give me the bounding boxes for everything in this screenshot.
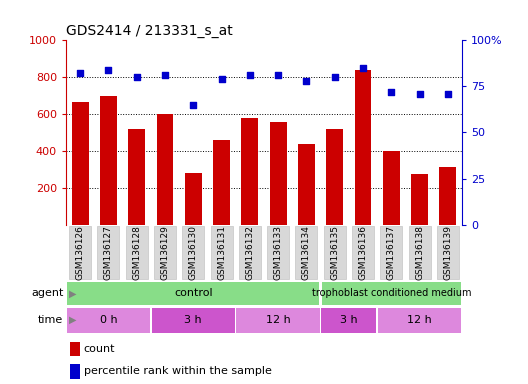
- Bar: [322, 281, 461, 305]
- Bar: [270, 122, 287, 225]
- Text: GSM136129: GSM136129: [161, 225, 169, 280]
- FancyBboxPatch shape: [409, 226, 431, 279]
- Text: agent: agent: [31, 288, 63, 298]
- Point: [359, 65, 367, 71]
- Bar: [439, 167, 456, 225]
- Text: control: control: [174, 288, 213, 298]
- Point: [218, 76, 226, 82]
- Bar: [100, 96, 117, 225]
- Text: GSM136138: GSM136138: [415, 225, 424, 280]
- FancyBboxPatch shape: [324, 226, 346, 279]
- Bar: [185, 173, 202, 225]
- Text: count: count: [84, 344, 115, 354]
- Text: 3 h: 3 h: [184, 315, 202, 325]
- Bar: [237, 308, 320, 333]
- FancyBboxPatch shape: [211, 226, 233, 279]
- Bar: [378, 308, 461, 333]
- Point: [416, 91, 424, 97]
- Text: 12 h: 12 h: [266, 315, 290, 325]
- FancyBboxPatch shape: [437, 226, 459, 279]
- Text: GSM136126: GSM136126: [76, 225, 84, 280]
- Point: [76, 70, 84, 76]
- Bar: [241, 118, 258, 225]
- Bar: [213, 140, 230, 225]
- FancyBboxPatch shape: [295, 226, 317, 279]
- Point: [189, 102, 197, 108]
- Point: [161, 72, 169, 78]
- FancyBboxPatch shape: [267, 226, 289, 279]
- Text: time: time: [38, 315, 63, 325]
- Point: [302, 78, 310, 84]
- Text: GSM136128: GSM136128: [132, 225, 141, 280]
- FancyBboxPatch shape: [182, 226, 204, 279]
- Point: [387, 89, 395, 95]
- Point: [331, 74, 339, 80]
- Text: GSM136130: GSM136130: [189, 225, 198, 280]
- Text: ▶: ▶: [69, 288, 76, 298]
- Text: GSM136132: GSM136132: [246, 225, 254, 280]
- FancyBboxPatch shape: [154, 226, 176, 279]
- FancyBboxPatch shape: [352, 226, 374, 279]
- Point: [274, 72, 282, 78]
- Text: trophoblast conditioned medium: trophoblast conditioned medium: [312, 288, 471, 298]
- Bar: [156, 114, 174, 225]
- Text: GSM136133: GSM136133: [274, 225, 282, 280]
- FancyBboxPatch shape: [69, 226, 91, 279]
- Bar: [321, 308, 376, 333]
- Text: GSM136135: GSM136135: [330, 225, 339, 280]
- FancyBboxPatch shape: [239, 226, 261, 279]
- Text: GSM136136: GSM136136: [359, 225, 367, 280]
- Bar: [70, 343, 80, 356]
- Text: GSM136131: GSM136131: [217, 225, 226, 280]
- Text: 12 h: 12 h: [407, 315, 432, 325]
- Text: GSM136134: GSM136134: [302, 225, 311, 280]
- Bar: [128, 129, 145, 225]
- Bar: [326, 129, 343, 225]
- Text: 0 h: 0 h: [100, 315, 117, 325]
- FancyBboxPatch shape: [97, 226, 119, 279]
- Point: [444, 91, 452, 97]
- Text: GSM136127: GSM136127: [104, 225, 113, 280]
- Text: percentile rank within the sample: percentile rank within the sample: [84, 366, 272, 376]
- Text: GSM136139: GSM136139: [444, 225, 452, 280]
- Point: [246, 72, 254, 78]
- Bar: [383, 151, 400, 225]
- Bar: [411, 174, 428, 225]
- Bar: [67, 281, 319, 305]
- Bar: [67, 308, 150, 333]
- Text: GSM136137: GSM136137: [387, 225, 396, 280]
- Point: [104, 67, 112, 73]
- Point: [133, 74, 141, 80]
- Bar: [152, 308, 235, 333]
- Text: 3 h: 3 h: [340, 315, 357, 325]
- Bar: [72, 102, 89, 225]
- FancyBboxPatch shape: [126, 226, 148, 279]
- Text: ▶: ▶: [69, 315, 76, 325]
- Bar: [354, 70, 372, 225]
- Bar: [298, 144, 315, 225]
- Text: GDS2414 / 213331_s_at: GDS2414 / 213331_s_at: [66, 24, 233, 38]
- FancyBboxPatch shape: [380, 226, 402, 279]
- Bar: [70, 364, 80, 379]
